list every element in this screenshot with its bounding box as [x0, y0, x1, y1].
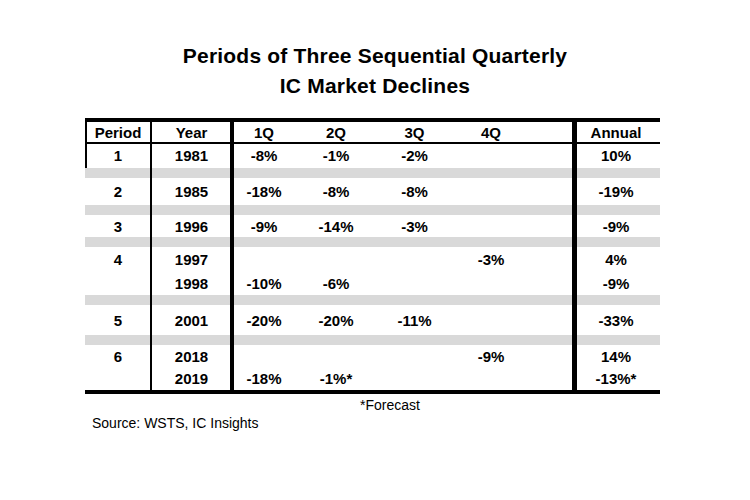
q1-cell: -8% — [232, 147, 296, 164]
figure-title: Periods of Three Sequential Quarterly IC… — [0, 41, 750, 101]
year-cell: 1998 — [151, 275, 232, 292]
q4-cell: -9% — [453, 348, 529, 365]
table-row: 3 1996 -9% -14% -3% -9% — [85, 215, 660, 237]
q3-cell: -2% — [376, 147, 453, 164]
year-header: Year — [151, 124, 232, 141]
figure-canvas: Periods of Three Sequential Quarterly IC… — [0, 0, 750, 500]
year-cell: 2019 — [151, 370, 232, 387]
table-row: 6 2018 -9% 14% — [85, 345, 660, 367]
q1-cell: -18% — [232, 370, 296, 387]
annual-cell: 10% — [572, 147, 660, 164]
period-header: Period — [85, 124, 151, 141]
annual-cell: 14% — [572, 348, 660, 365]
q1-cell: -20% — [232, 312, 296, 329]
table-row: 2 1985 -18% -8% -8% -19% — [85, 178, 660, 205]
q3-cell: -8% — [376, 183, 453, 200]
period-cell: 1 — [85, 147, 151, 164]
table-row: 1998 -10% -6% -9% — [85, 271, 660, 295]
year-cell: 1997 — [151, 251, 232, 268]
q3-cell: -3% — [376, 218, 453, 235]
header-row: Period Year 1Q 2Q 3Q 4Q Annual — [85, 122, 660, 142]
q2-cell: -14% — [296, 218, 376, 235]
q4-header: 4Q — [453, 124, 529, 141]
year-cell: 2018 — [151, 348, 232, 365]
q1-cell: -9% — [232, 218, 296, 235]
annual-header: Annual — [572, 124, 660, 141]
q2-cell: -8% — [296, 183, 376, 200]
table-bottom-border — [85, 390, 660, 394]
q4-cell: -3% — [453, 251, 529, 268]
q2-cell: -6% — [296, 275, 376, 292]
q2-cell: -1%* — [296, 370, 376, 387]
title-line-1: Periods of Three Sequential Quarterly — [0, 41, 750, 71]
period-cell: 5 — [85, 312, 151, 329]
table-row: 1 1981 -8% -1% -2% 10% — [85, 143, 660, 168]
q1-cell: -18% — [232, 183, 296, 200]
annual-cell: -9% — [572, 218, 660, 235]
q2-cell: -20% — [296, 312, 376, 329]
forecast-footnote: *Forecast — [85, 397, 660, 413]
q2-cell: -1% — [296, 147, 376, 164]
q2-header: 2Q — [296, 124, 376, 141]
declines-table: Period Year 1Q 2Q 3Q 4Q Annual 1 1981 -8… — [85, 118, 660, 394]
period-cell: 6 — [85, 348, 151, 365]
annual-cell: 4% — [572, 251, 660, 268]
q3-header: 3Q — [376, 124, 453, 141]
period-cell: 3 — [85, 218, 151, 235]
q1-cell: -10% — [232, 275, 296, 292]
period-cell: 4 — [85, 251, 151, 268]
annual-cell: -13%* — [572, 370, 660, 387]
q3-cell: -11% — [376, 312, 453, 329]
annual-cell: -33% — [572, 312, 660, 329]
year-cell: 1981 — [151, 147, 232, 164]
period-cell: 2 — [85, 183, 151, 200]
title-line-2: IC Market Declines — [0, 71, 750, 101]
table-row: 2019 -18% -1%* -13%* — [85, 367, 660, 390]
year-cell: 2001 — [151, 312, 232, 329]
annual-cell: -9% — [572, 275, 660, 292]
annual-cell: -19% — [572, 183, 660, 200]
table-row: 4 1997 -3% 4% — [85, 247, 660, 271]
table-row: 5 2001 -20% -20% -11% -33% — [85, 305, 660, 335]
q1-header: 1Q — [232, 124, 296, 141]
source-attribution: Source: WSTS, IC Insights — [92, 415, 259, 431]
year-cell: 1985 — [151, 183, 232, 200]
year-cell: 1996 — [151, 218, 232, 235]
